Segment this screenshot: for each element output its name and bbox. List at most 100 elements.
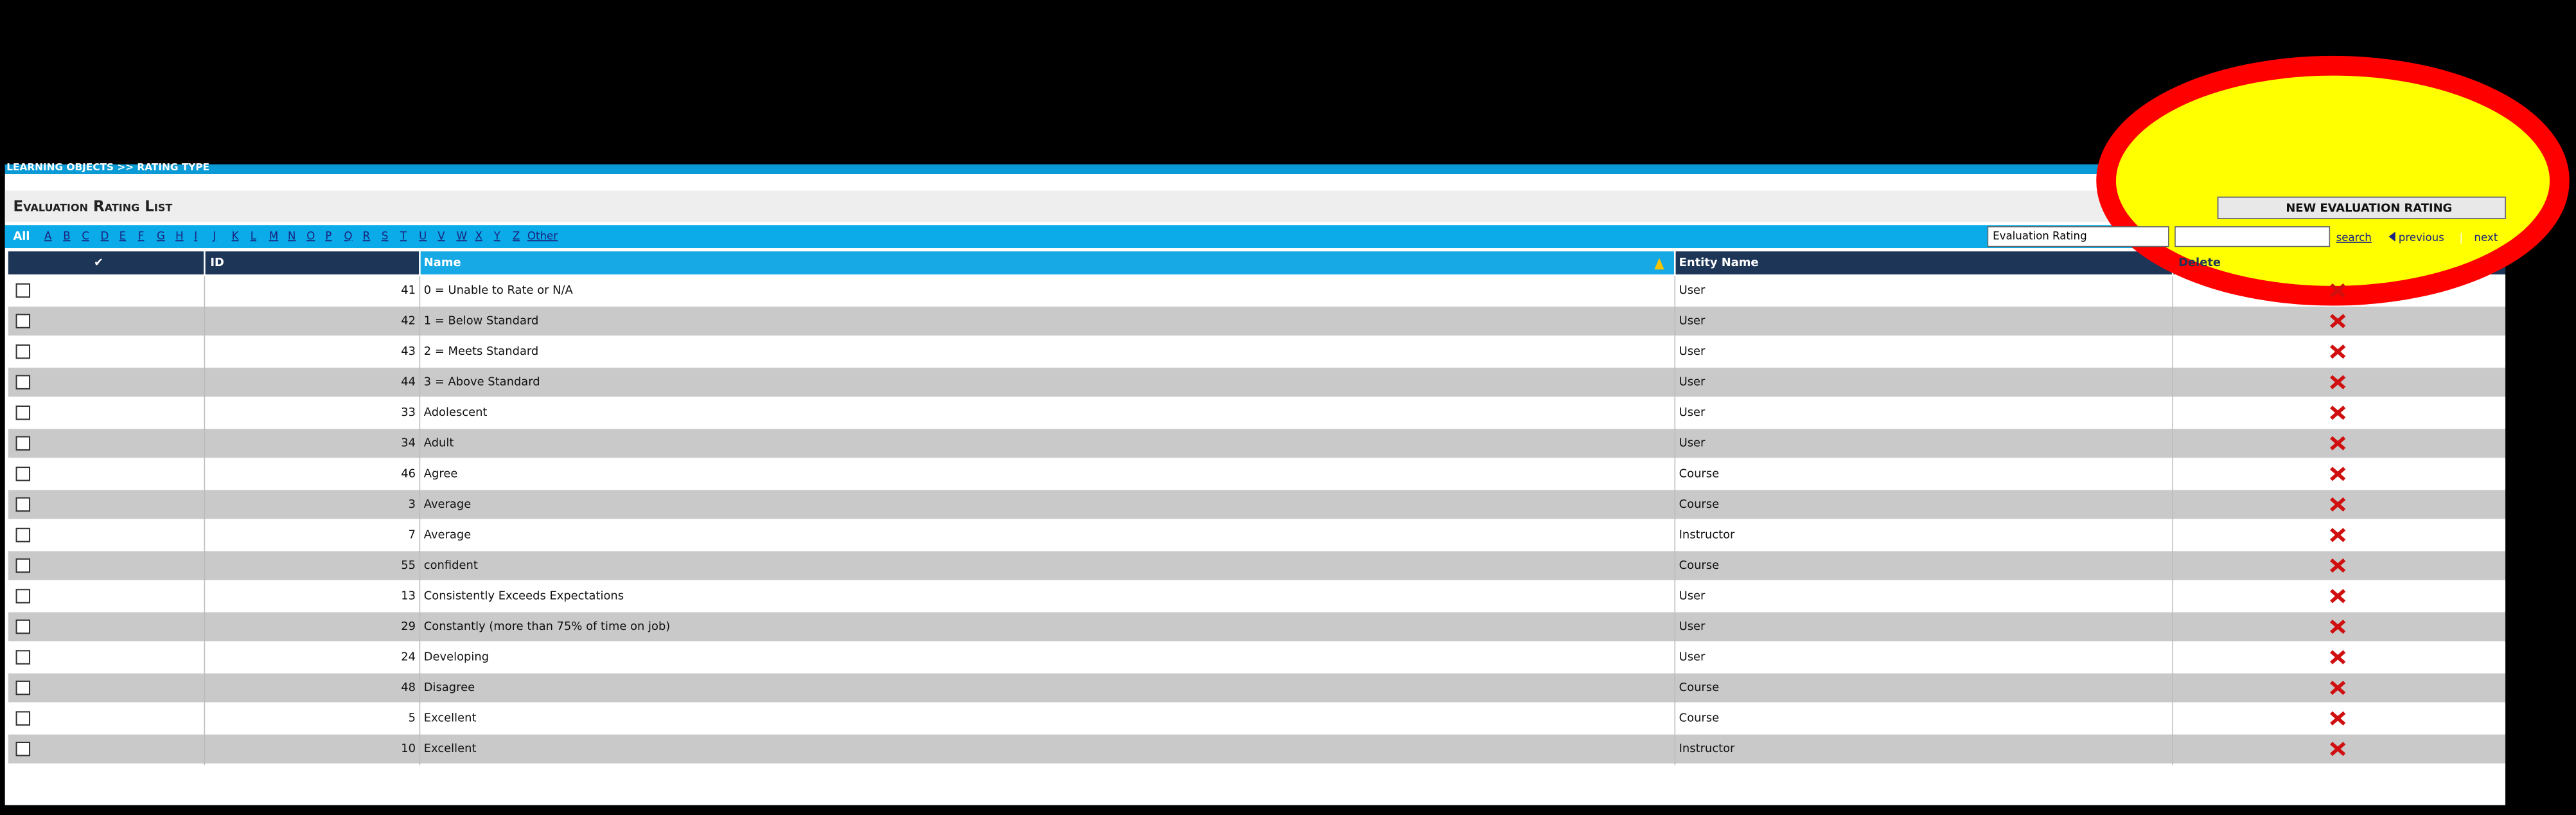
alpha-link[interactable]: I: [194, 230, 197, 242]
row-id: 13: [401, 589, 416, 602]
alpha-link[interactable]: U: [419, 230, 427, 242]
row-checkbox[interactable]: [15, 741, 31, 757]
row-checkbox[interactable]: [15, 589, 31, 604]
search-link[interactable]: search: [2336, 231, 2372, 244]
row-checkbox[interactable]: [15, 375, 31, 390]
row-id: 29: [401, 620, 416, 633]
next-link[interactable]: next: [2474, 231, 2498, 244]
separator: |: [2459, 231, 2463, 244]
row-bg: [8, 551, 2506, 580]
alpha-link[interactable]: J: [212, 230, 216, 242]
row-bg: [8, 429, 2506, 458]
alpha-link[interactable]: R: [363, 230, 371, 242]
alpha-link[interactable]: F: [138, 230, 145, 242]
row-checkbox[interactable]: [15, 467, 31, 481]
row-entity: User: [1679, 620, 1706, 633]
row-checkbox[interactable]: [15, 711, 31, 726]
row-name: Agree: [424, 467, 458, 480]
filter-select-box[interactable]: [1987, 226, 2169, 247]
alpha-link[interactable]: Y: [493, 230, 501, 242]
delete-icon[interactable]: [2330, 314, 2346, 328]
row-entity: Course: [1679, 559, 1719, 572]
row-id: 43: [401, 345, 416, 358]
alpha-link[interactable]: G: [157, 230, 165, 242]
alpha-link[interactable]: D: [101, 230, 109, 242]
row-bg: [8, 612, 2506, 641]
new-button-bg[interactable]: [2217, 196, 2507, 220]
alpha-link[interactable]: C: [82, 230, 89, 242]
header-label[interactable]: ID: [210, 256, 224, 269]
row-checkbox[interactable]: [15, 314, 31, 328]
list-title: Evaluation Rating List: [13, 199, 172, 215]
row-checkbox[interactable]: [15, 558, 31, 573]
delete-icon[interactable]: [2330, 375, 2346, 390]
row-checkbox[interactable]: [15, 680, 31, 695]
row-id: 5: [409, 712, 416, 725]
filter-select[interactable]: Evaluation Rating: [1993, 230, 2086, 242]
row-checkbox[interactable]: [15, 650, 31, 665]
search-input[interactable]: [2175, 226, 2331, 247]
alpha-link[interactable]: Other: [527, 230, 558, 242]
row-id: 34: [401, 436, 416, 450]
row-checkbox[interactable]: [15, 528, 31, 542]
row-checkbox[interactable]: [15, 497, 31, 512]
row-checkbox[interactable]: [15, 619, 31, 634]
delete-icon[interactable]: [2330, 283, 2346, 298]
row-id: 3: [409, 497, 416, 511]
delete-icon[interactable]: [2330, 650, 2346, 665]
row-name: Consistently Exceeds Expectations: [424, 589, 624, 602]
row-name: 3 = Above Standard: [424, 375, 540, 389]
row-name: 1 = Below Standard: [424, 314, 539, 328]
delete-icon[interactable]: [2330, 436, 2346, 451]
delete-icon[interactable]: [2330, 528, 2346, 542]
alpha-link[interactable]: Z: [513, 230, 520, 242]
alpha-link[interactable]: B: [63, 230, 70, 242]
alpha-link[interactable]: K: [232, 230, 240, 242]
delete-icon[interactable]: [2330, 467, 2346, 481]
header-cell: [1675, 251, 2172, 274]
delete-icon[interactable]: [2330, 497, 2346, 512]
header-label[interactable]: Delete: [2178, 256, 2221, 269]
alpha-link[interactable]: All: [13, 229, 30, 243]
alpha-link[interactable]: O: [306, 230, 315, 242]
row-bg: [8, 704, 2506, 733]
alpha-link[interactable]: E: [119, 230, 127, 242]
row-checkbox[interactable]: [15, 436, 31, 451]
delete-icon[interactable]: [2330, 345, 2346, 359]
delete-icon[interactable]: [2330, 742, 2346, 757]
alpha-link[interactable]: N: [288, 230, 296, 242]
row-checkbox[interactable]: [15, 283, 31, 298]
alpha-link[interactable]: A: [44, 230, 52, 242]
delete-icon[interactable]: [2330, 558, 2346, 573]
alpha-link[interactable]: P: [325, 230, 331, 242]
previous-link[interactable]: previous: [2399, 231, 2444, 244]
header-label[interactable]: Name: [424, 256, 461, 269]
alpha-link[interactable]: M: [269, 230, 278, 242]
row-bg: [8, 734, 2506, 764]
alpha-link[interactable]: H: [175, 230, 184, 242]
header-cell: [205, 251, 419, 274]
header-label[interactable]: Entity Name: [1679, 256, 1759, 269]
alpha-link[interactable]: Q: [344, 230, 353, 242]
row-checkbox[interactable]: [15, 405, 31, 420]
row-name: Adolescent: [424, 406, 488, 419]
row-checkbox[interactable]: [15, 344, 31, 359]
alpha-link[interactable]: S: [382, 230, 389, 242]
delete-icon[interactable]: [2330, 589, 2346, 604]
new-button[interactable]: NEW EVALUATION RATING: [2286, 202, 2452, 215]
delete-icon[interactable]: [2330, 681, 2346, 695]
row-bg: [8, 520, 2506, 550]
row-entity: User: [1679, 375, 1706, 389]
delete-icon[interactable]: [2330, 406, 2346, 420]
delete-icon[interactable]: [2330, 711, 2346, 726]
alpha-link[interactable]: W: [456, 230, 466, 242]
alpha-link[interactable]: X: [475, 230, 482, 242]
delete-icon[interactable]: [2330, 619, 2346, 634]
alpha-link[interactable]: L: [251, 230, 257, 242]
alpha-link[interactable]: T: [400, 230, 407, 242]
alpha-link[interactable]: V: [437, 230, 445, 242]
row-bg: [8, 398, 2506, 427]
row-bg: [8, 307, 2506, 336]
header-label: ✔: [94, 256, 103, 269]
row-name: Excellent: [424, 712, 477, 725]
